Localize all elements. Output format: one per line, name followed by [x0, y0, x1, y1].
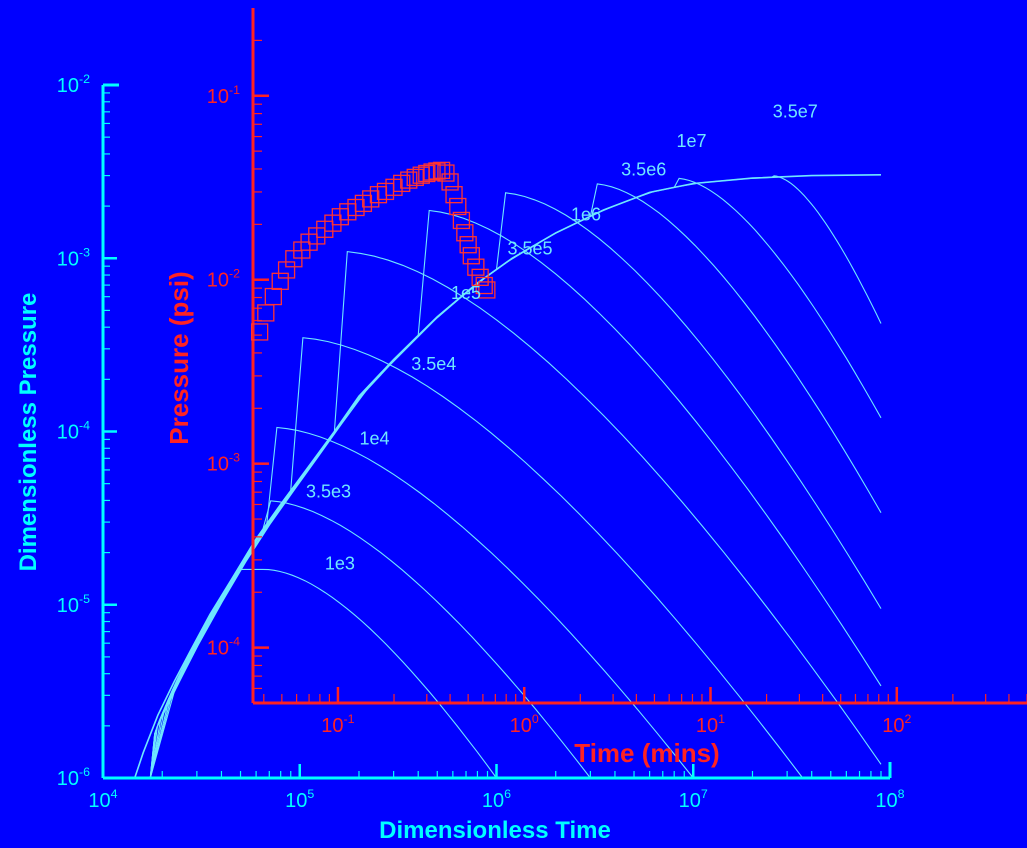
dim-x-tick-label: 105: [285, 787, 314, 812]
field-data-point: [452, 211, 471, 230]
pressure-y-tick-label: 10-2: [207, 267, 240, 292]
curve-label-1e7: 1e7: [677, 131, 707, 151]
field-data-point: [459, 236, 477, 254]
field-data-point: [354, 194, 373, 213]
field-data-point: [456, 224, 474, 242]
pressure-y-tick-label: 10-3: [207, 451, 240, 476]
dimensionless-pressure-label: Dimensionless Pressure: [15, 293, 42, 572]
dimensionless-axes-layer: 104 105 106 107 108 10-6 10-5 10-4 10-3 10-2: [57, 72, 905, 812]
field-data-point: [462, 247, 480, 265]
type-curve-3.5e4: [149, 337, 804, 779]
curve-label-3.5e5: 3.5e5: [507, 239, 552, 259]
field-data-point: [406, 168, 424, 187]
field-points-layer: [251, 161, 496, 341]
field-data-point: [449, 197, 467, 216]
dim-x-tick-label: 104: [88, 787, 117, 812]
dim-y-tick-label: 10-6: [57, 765, 90, 790]
time-x-tick-label: 100: [510, 712, 539, 737]
dim-y-tick-label: 10-3: [57, 245, 90, 270]
curve-label-1e5: 1e5: [451, 283, 481, 303]
curve-label-1e3: 1e3: [325, 553, 355, 573]
type-curve-3.5e7: [149, 175, 882, 779]
dim-y-tick-label: 10-5: [57, 592, 90, 617]
labels-layer: 1e3 3.5e3 1e4 3.5e4 1e5 3.5e5 1e6 3.5e6 1e7 3.5e7: [306, 101, 818, 573]
dimensionless-time-label: Dimensionless Time: [379, 817, 611, 843]
time-x-tick-label: 102: [882, 712, 911, 737]
curve-label-1e4: 1e4: [360, 429, 390, 449]
field-data-point: [478, 281, 496, 299]
type-curve-1e5: [149, 250, 882, 779]
type-curve-3.5e5: [149, 209, 882, 779]
curve-label-3.5e6: 3.5e6: [621, 160, 666, 180]
time-x-tick-label: 10-1: [321, 712, 354, 737]
curve-label-1e6: 1e6: [571, 205, 601, 225]
dim-y-tick-label: 10-2: [57, 72, 90, 97]
dim-x-tick-label: 107: [679, 787, 708, 812]
curve-label-3.5e3: 3.5e3: [306, 482, 351, 502]
field-data-point: [393, 174, 411, 193]
field-data-point: [437, 164, 455, 182]
field-data-point: [467, 258, 485, 276]
pressure-psi-label: Pressure (psi): [164, 271, 194, 444]
type-curve-1e6: [149, 192, 882, 779]
dim-x-tick-label: 106: [482, 787, 511, 812]
field-axes-layer: 10-1 100 101 102 10-4 10-3 10-2 10-1: [207, 8, 1027, 737]
field-data-point: [264, 287, 282, 306]
time-x-tick-label: 101: [696, 712, 725, 737]
curve-label-3.5e4: 3.5e4: [411, 354, 456, 374]
field-data-point: [400, 171, 418, 189]
time-mins-label: Time (mins): [574, 738, 719, 768]
pressure-y-tick-label: 10-4: [207, 635, 240, 660]
field-data-point: [475, 276, 493, 295]
curve-label-3.5e7: 3.5e7: [773, 101, 818, 121]
field-data-point: [445, 186, 463, 204]
dim-y-tick-label: 10-4: [57, 419, 90, 444]
type-curves-layer: [133, 174, 882, 779]
field-data-point: [441, 173, 459, 191]
field-data-point: [277, 261, 296, 279]
dim-x-tick-label: 108: [875, 787, 904, 812]
pressure-y-tick-label: 10-1: [207, 83, 240, 108]
field-data-point: [251, 323, 269, 341]
field-data-point: [423, 163, 441, 181]
field-data-point: [271, 272, 289, 290]
field-data-point: [418, 164, 436, 183]
